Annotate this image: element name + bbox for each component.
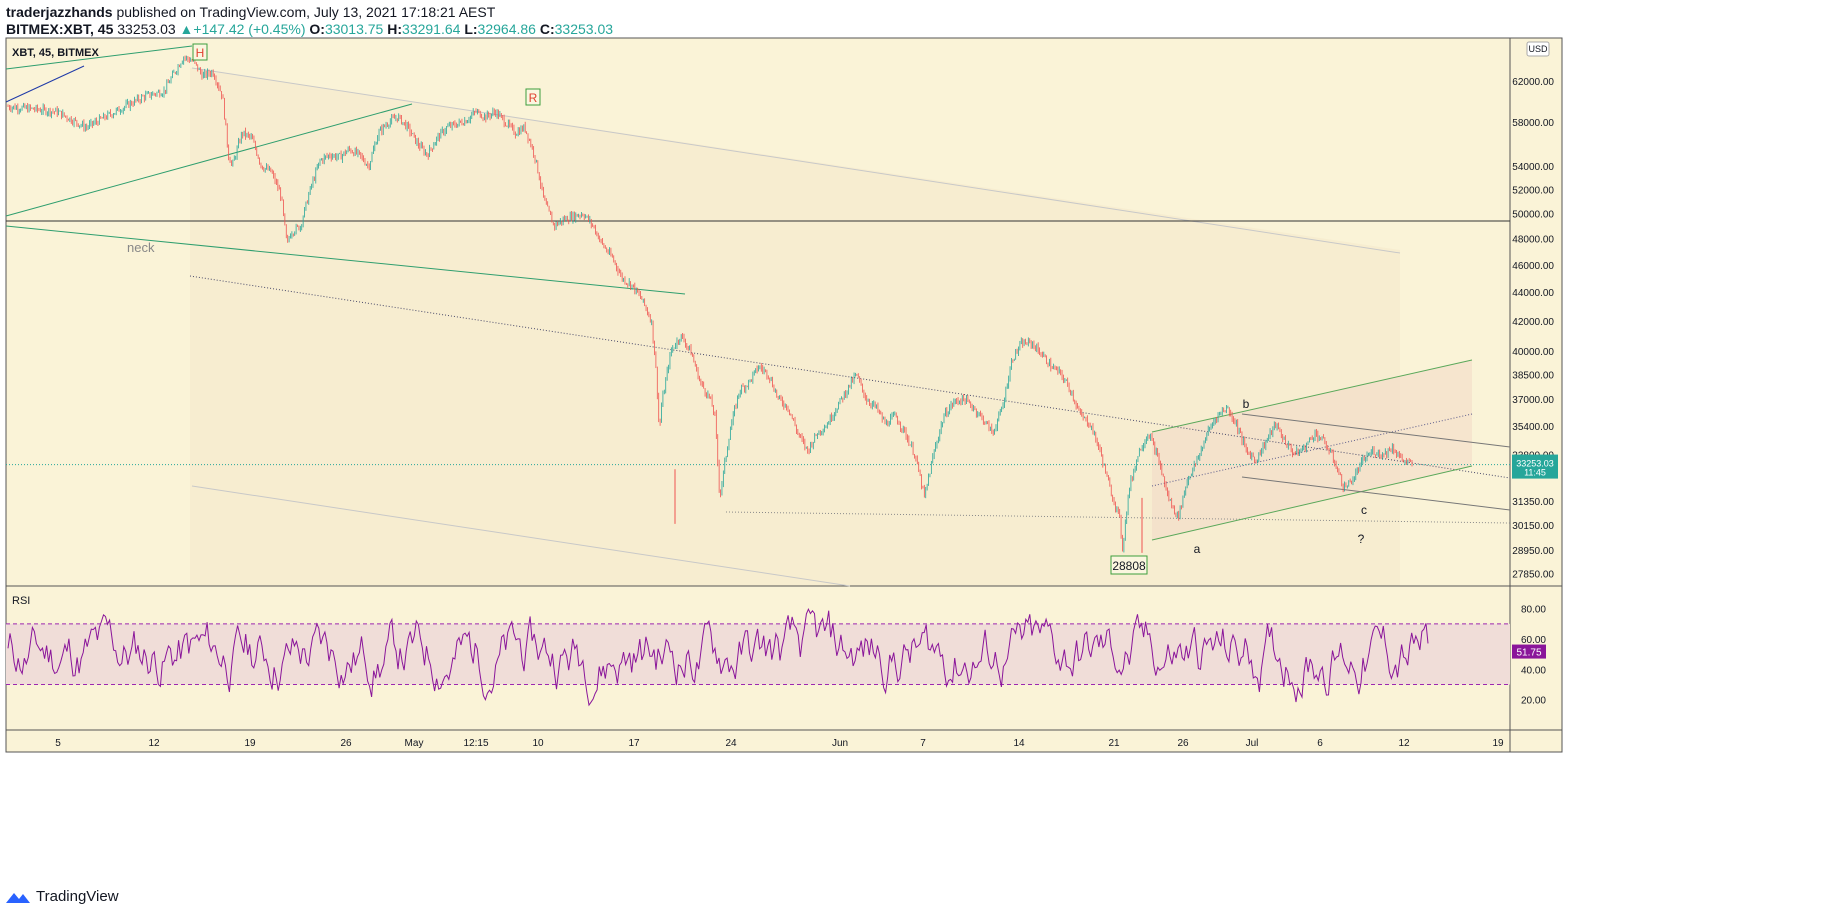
head-marker: H xyxy=(196,46,205,60)
author-name: traderjazzhands xyxy=(6,4,113,20)
price-tick-label: 38500.00 xyxy=(1512,370,1554,381)
price-tick-label: 52000.00 xyxy=(1512,185,1554,196)
time-axis-bg xyxy=(6,730,1562,752)
high-value: 33291.64 xyxy=(402,21,461,37)
open-value: 33013.75 xyxy=(324,21,384,37)
price-tick-label: 35400.00 xyxy=(1512,422,1554,433)
price-change: +147.42 (+0.45%) xyxy=(193,21,306,37)
publish-info: traderjazzhands published on TradingView… xyxy=(6,4,495,20)
price-tick-label: 58000.00 xyxy=(1512,118,1554,129)
currency-box xyxy=(1526,41,1550,57)
candles xyxy=(7,55,1413,553)
price-tick-label: 27850.00 xyxy=(1512,570,1554,581)
price-tick-label: 44000.00 xyxy=(1512,288,1554,299)
upper-channel-line xyxy=(191,67,1401,254)
rsi-line xyxy=(7,607,1429,707)
head-marker-box xyxy=(192,43,208,61)
time-tick-label: 24 xyxy=(725,738,737,749)
price-tick-label: 46000.00 xyxy=(1512,261,1554,272)
time-tick-label: Jun xyxy=(832,738,848,749)
close-value: 33253.03 xyxy=(554,21,614,37)
time-tick-label: 6 xyxy=(1317,738,1323,749)
open-label: O: xyxy=(309,21,325,37)
time-tick-label: 14 xyxy=(1013,738,1025,749)
low-value: 32964.86 xyxy=(477,21,536,37)
falling-channel-lower xyxy=(1241,476,1511,511)
time-tick-label: 26 xyxy=(1177,738,1189,749)
time-tick-label: 12 xyxy=(148,738,160,749)
wave-b-label: b xyxy=(1243,397,1250,411)
price-badge-countdown: 11:45 xyxy=(1524,468,1546,478)
rising-channel-lower xyxy=(1151,465,1473,541)
rsi-tick-label: 40.00 xyxy=(1521,665,1546,676)
time-tick-label: 10 xyxy=(532,738,544,749)
time-tick-label: 19 xyxy=(244,738,256,749)
dotted-mid-line xyxy=(189,275,1511,479)
price-tick-label: 50000.00 xyxy=(1512,210,1554,221)
price-tick-label: 42000.00 xyxy=(1512,317,1554,328)
price-badge-value: 33253.03 xyxy=(1516,459,1554,469)
time-tick-label: 26 xyxy=(340,738,352,749)
time-tick-label: 12 xyxy=(1398,738,1410,749)
footer: TradingView xyxy=(6,888,119,905)
time-tick-label: 12:15 xyxy=(463,738,488,749)
channel-shade xyxy=(1152,360,1472,540)
falling-channel-upper xyxy=(1241,413,1511,448)
price-tick-label: 37000.00 xyxy=(1512,395,1554,406)
price-tick-label: 54000.00 xyxy=(1512,162,1554,173)
chart-frame xyxy=(5,37,1563,753)
time-tick-label: 5 xyxy=(55,738,61,749)
currency-label: USD xyxy=(1528,44,1548,54)
blue-trendline xyxy=(5,65,85,103)
last-price: 33253.03 xyxy=(117,21,176,37)
price-badge xyxy=(1512,454,1558,479)
time-tick-label: 21 xyxy=(1108,738,1120,749)
price-tick-label: 62000.00 xyxy=(1512,77,1554,88)
rising-channel-mid xyxy=(1151,413,1473,487)
time-tick-label: 17 xyxy=(628,738,640,749)
brand-name: TradingView xyxy=(36,888,119,905)
time-tick-label: May xyxy=(405,738,424,749)
price-axis-bg xyxy=(1510,38,1562,730)
time-tick-label: 7 xyxy=(920,738,926,749)
rsi-tick-label: 80.00 xyxy=(1521,605,1546,616)
wave-a-label: a xyxy=(1194,542,1201,556)
rsi-badge-value: 51.75 xyxy=(1516,648,1541,659)
rising-trendline xyxy=(5,103,413,217)
rsi-tick-label: 20.00 xyxy=(1521,696,1546,707)
ohlc-line: BITMEX:XBT, 45 33253.03 ▲+147.42 (+0.45%… xyxy=(6,21,613,37)
price-tick-label: 40000.00 xyxy=(1512,347,1554,358)
price-tick-label: 30150.00 xyxy=(1512,521,1554,532)
question-label: ? xyxy=(1358,532,1365,546)
publish-text: published on TradingView.com, July 13, 2… xyxy=(112,4,496,20)
projection-shade xyxy=(190,68,1400,586)
right-shoulder-box xyxy=(525,88,541,106)
pane-label: XBT, 45, BITMEX xyxy=(12,47,99,59)
rsi-badge xyxy=(1512,644,1546,659)
time-tick-label: Jul xyxy=(1246,738,1259,749)
price-tick-label: 48000.00 xyxy=(1512,235,1554,246)
up-arrow-icon: ▲ xyxy=(179,21,194,37)
price-tick-label: 31350.00 xyxy=(1512,497,1554,508)
symbol-label: BITMEX:XBT, 45 xyxy=(6,21,114,37)
lower-channel-line xyxy=(191,485,851,587)
rising-channel-upper xyxy=(1151,359,1473,433)
low-label: L: xyxy=(464,21,478,37)
low-value-label: 28808 xyxy=(1112,559,1146,573)
neckline-label: neck xyxy=(127,240,155,255)
rsi-tick-label: 60.00 xyxy=(1521,635,1546,646)
upper-trendline xyxy=(5,45,193,70)
tradingview-logo-icon xyxy=(6,892,30,903)
right-shoulder-marker: R xyxy=(529,91,538,105)
low-value-box xyxy=(1110,555,1148,575)
wave-c-label: c xyxy=(1361,503,1367,517)
close-label: C: xyxy=(539,21,555,37)
neckline xyxy=(5,225,686,295)
rsi-label: RSI xyxy=(12,595,30,607)
time-tick-label: 19 xyxy=(1492,738,1504,749)
price-tick-label: 28950.00 xyxy=(1512,546,1554,557)
high-label: H: xyxy=(387,21,403,37)
